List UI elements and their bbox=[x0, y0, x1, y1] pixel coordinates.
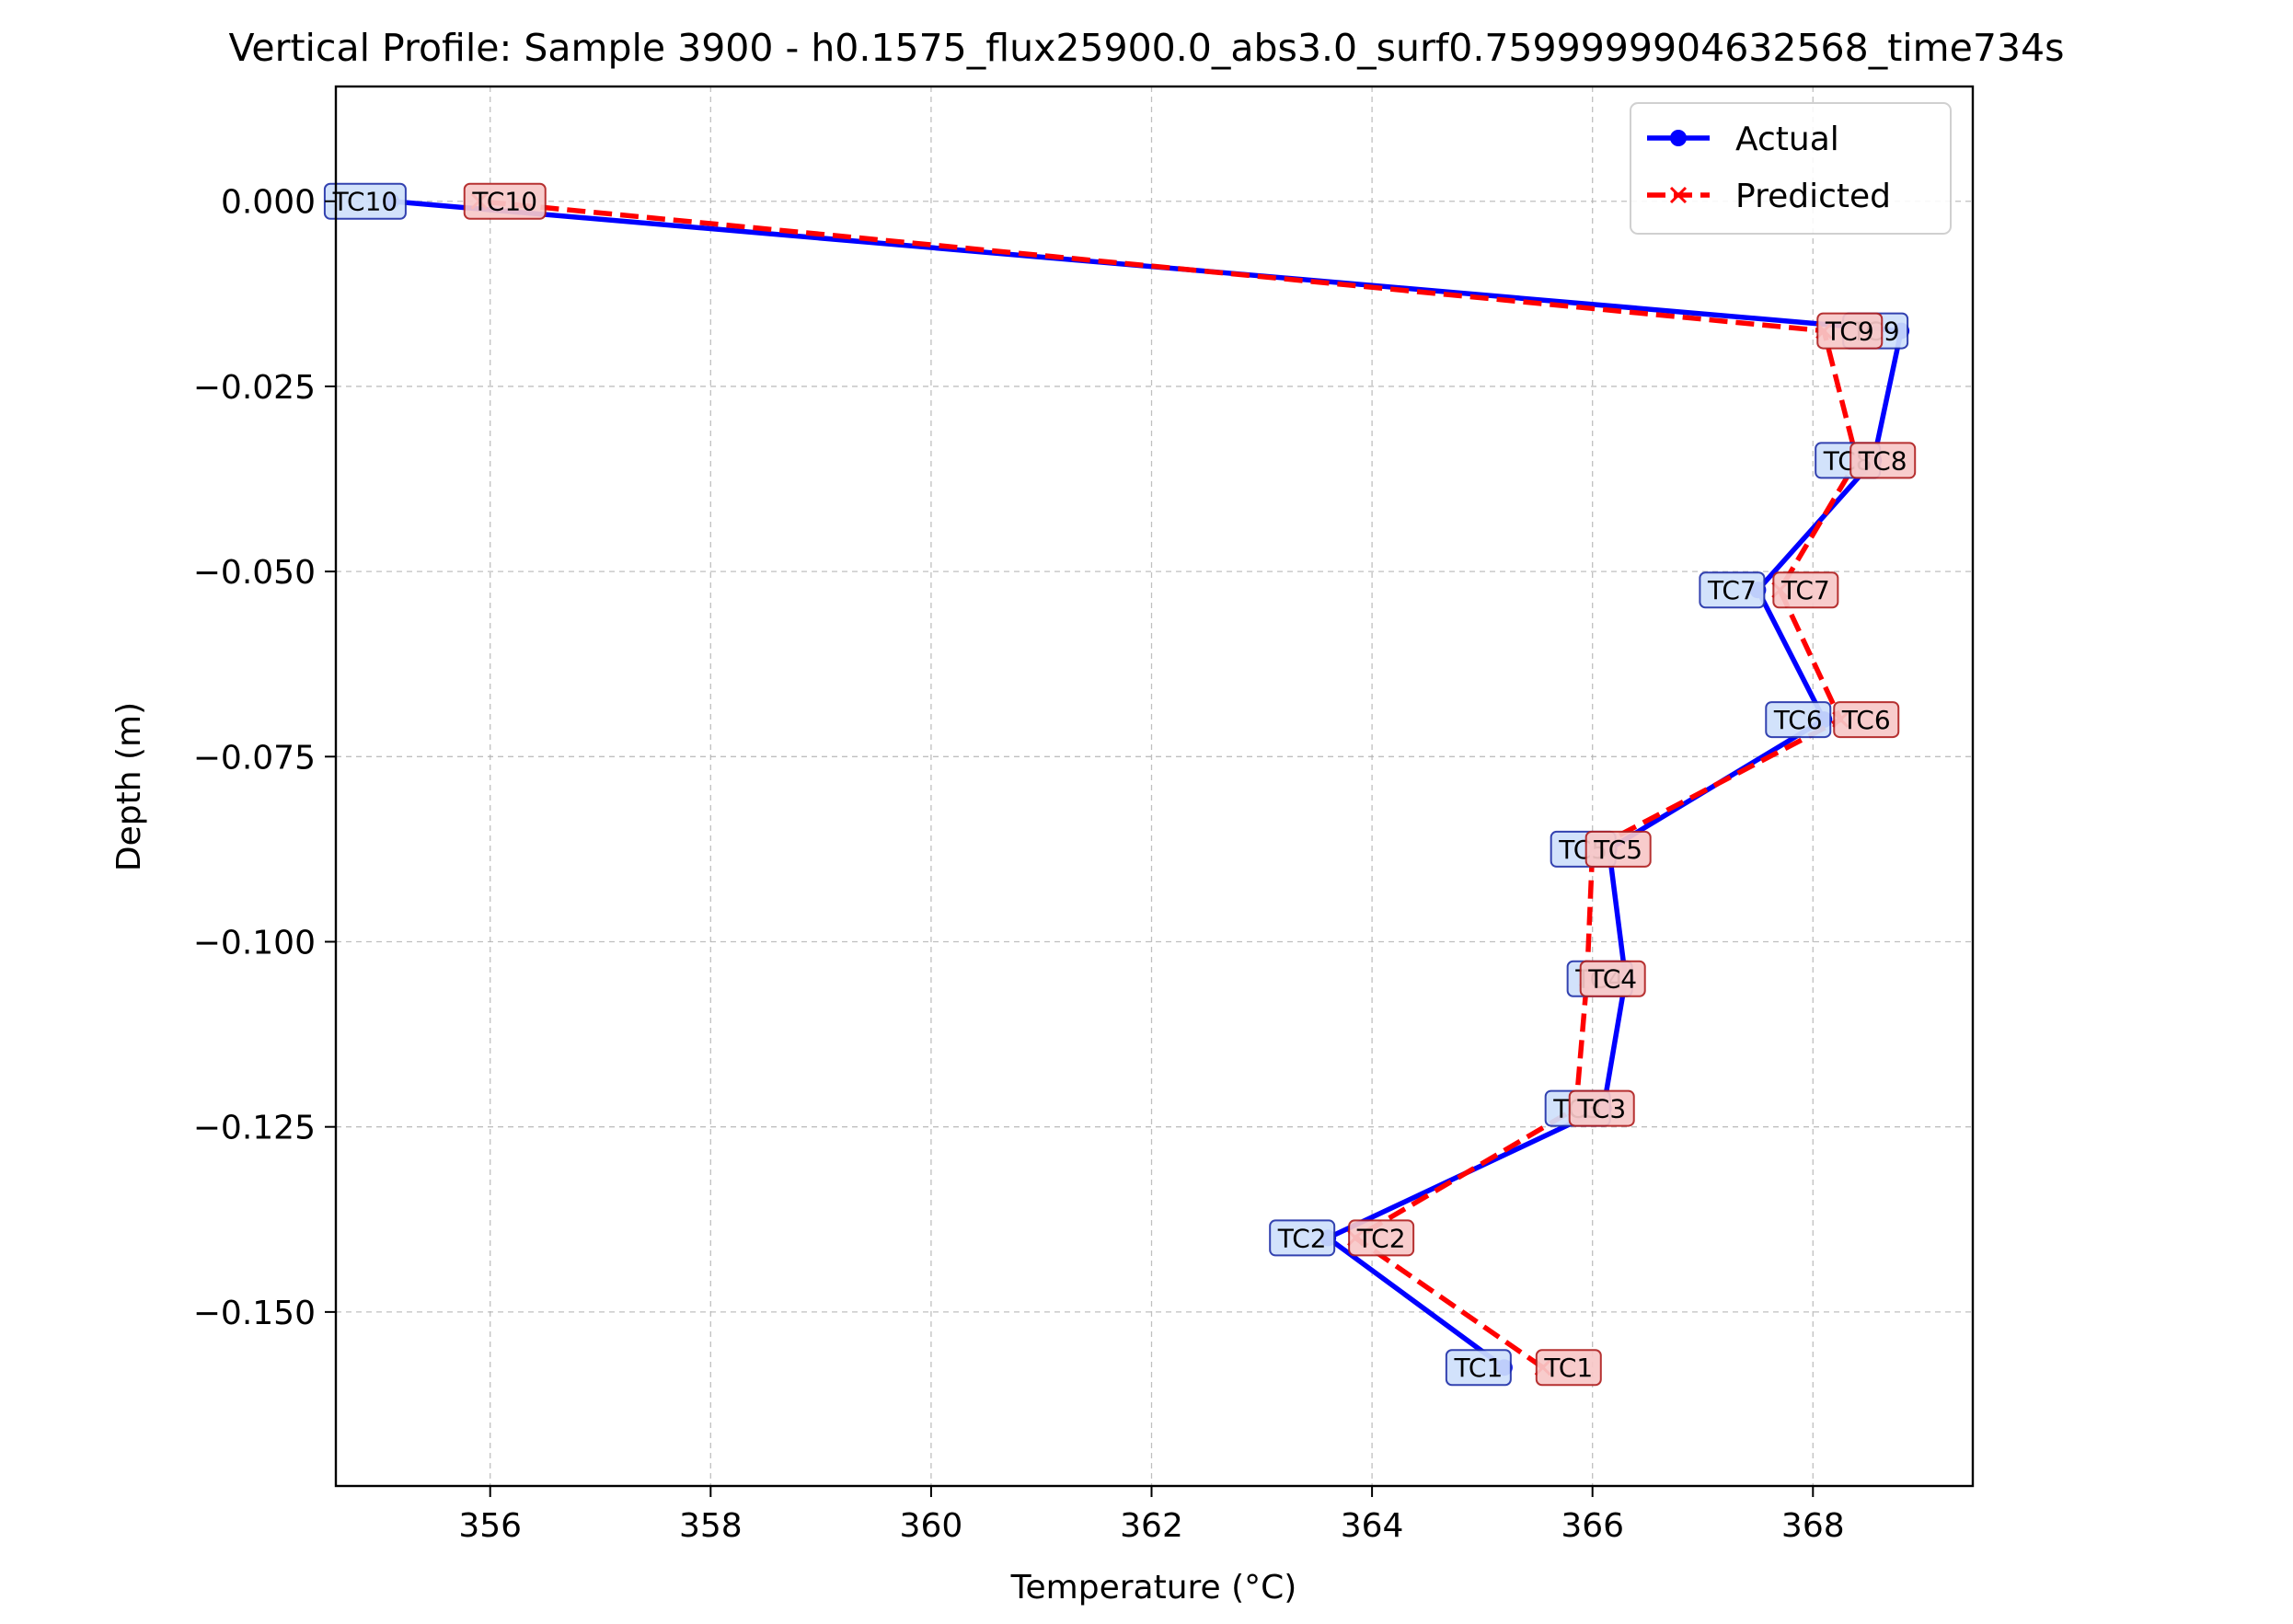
point-label: TC10 bbox=[463, 182, 547, 220]
point-label: TC6 bbox=[1833, 701, 1900, 739]
svg-text:TC9: TC9 bbox=[1825, 317, 1874, 347]
point-label: TC2 bbox=[1269, 1219, 1336, 1257]
grid bbox=[336, 86, 1973, 1486]
x-tick-label: 356 bbox=[458, 1507, 522, 1545]
legend-box bbox=[1630, 102, 1952, 235]
y-tick-label: −0.025 bbox=[193, 369, 316, 407]
point-label: TC7 bbox=[1772, 571, 1839, 609]
x-tick-label: 366 bbox=[1561, 1507, 1624, 1545]
legend: Actual Predicted bbox=[1630, 102, 1952, 235]
point-labels-layer: TC1TC2TC3TC4TC5TC6TC7TC8TC9TC10TC1TC2TC3… bbox=[323, 182, 1917, 1387]
svg-text:TC10: TC10 bbox=[332, 187, 398, 217]
point-label: TC8 bbox=[1849, 442, 1917, 479]
point-label: TC10 bbox=[323, 182, 407, 220]
svg-text:Predicted: Predicted bbox=[1735, 178, 1891, 215]
y-tick-label: 0.000 bbox=[221, 184, 316, 222]
y-tick-label: −0.150 bbox=[193, 1295, 316, 1332]
point-label: TC2 bbox=[1348, 1219, 1415, 1257]
legend-entry-predicted: Predicted bbox=[1647, 178, 1891, 215]
y-tick-label: −0.125 bbox=[193, 1110, 316, 1147]
svg-text:TC10: TC10 bbox=[471, 187, 537, 217]
plot-frame bbox=[334, 85, 1975, 1488]
x-tick-label: 362 bbox=[1120, 1507, 1183, 1545]
point-label: TC7 bbox=[1699, 571, 1766, 609]
x-axis-label: Temperature (°C) bbox=[1010, 1569, 1297, 1607]
chart-title: Vertical Profile: Sample 3900 - h0.1575_… bbox=[229, 26, 2065, 70]
svg-text:TC1: TC1 bbox=[1543, 1353, 1593, 1383]
svg-text:TC8: TC8 bbox=[1858, 445, 1907, 476]
svg-text:TC6: TC6 bbox=[1773, 705, 1823, 735]
y-tick-label: −0.100 bbox=[193, 925, 316, 962]
point-label: TC9 bbox=[1816, 312, 1884, 350]
svg-text:TC1: TC1 bbox=[1453, 1353, 1503, 1383]
svg-text:TC5: TC5 bbox=[1593, 835, 1642, 865]
x-tick-label: 360 bbox=[900, 1507, 963, 1545]
point-label: TC3 bbox=[1568, 1089, 1635, 1127]
axis-ticks: 356 358 360 362 364 366 368 0.000 −0.025 −0.050 −0… bbox=[193, 184, 1845, 1545]
y-tick-label: −0.050 bbox=[193, 554, 316, 592]
svg-text:TC7: TC7 bbox=[1707, 575, 1757, 605]
x-tick-label: 358 bbox=[679, 1507, 743, 1545]
y-axis-label: Depth (m) bbox=[110, 702, 148, 871]
point-label: TC1 bbox=[1445, 1349, 1512, 1387]
point-label: TC5 bbox=[1584, 830, 1652, 868]
series-line-predicted bbox=[478, 199, 1860, 1370]
x-tick-label: 364 bbox=[1341, 1507, 1404, 1545]
point-label: TC6 bbox=[1765, 701, 1832, 739]
svg-text:TC7: TC7 bbox=[1780, 575, 1830, 605]
svg-text:TC2: TC2 bbox=[1277, 1223, 1327, 1253]
svg-text:TC2: TC2 bbox=[1356, 1223, 1406, 1253]
point-label: TC1 bbox=[1535, 1349, 1602, 1387]
point-label: TC4 bbox=[1579, 960, 1646, 997]
svg-text:TC3: TC3 bbox=[1576, 1094, 1626, 1124]
svg-text:TC4: TC4 bbox=[1587, 964, 1637, 995]
x-tick-label: 368 bbox=[1781, 1507, 1845, 1545]
svg-text:TC6: TC6 bbox=[1841, 705, 1891, 735]
legend-entry-actual: Actual bbox=[1647, 121, 1839, 158]
svg-text:Actual: Actual bbox=[1735, 121, 1839, 158]
y-tick-label: −0.075 bbox=[193, 739, 316, 777]
